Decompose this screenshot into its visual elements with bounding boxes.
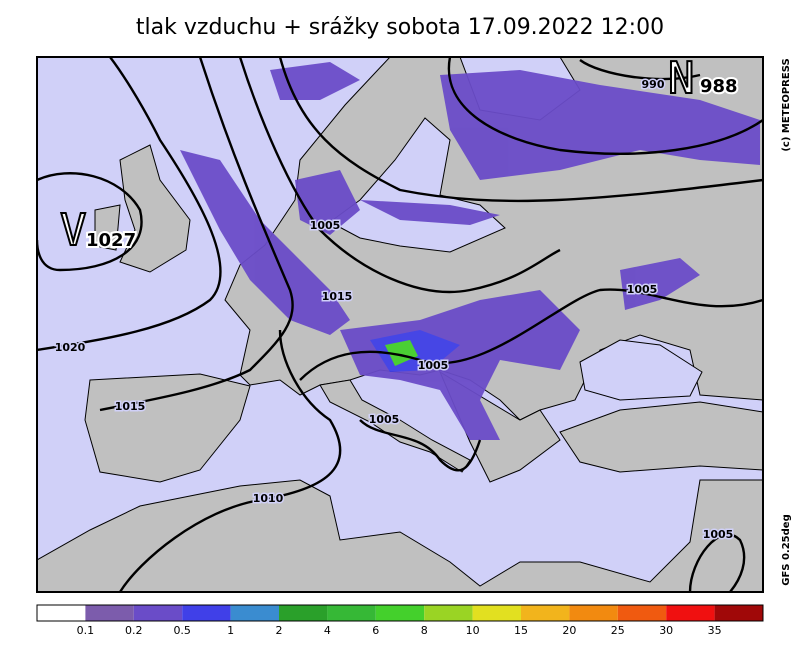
credit: (c) METEOPRESS — [781, 58, 792, 151]
isobar-label: 1015 — [322, 290, 353, 303]
isobar — [299, 288, 763, 381]
isobar-label: 1015 — [115, 400, 146, 413]
colorbar-swatch — [133, 605, 183, 621]
high-value: 1027 — [86, 230, 136, 251]
high-letter: V — [60, 205, 87, 256]
colorbar-label: 15 — [514, 624, 528, 637]
isobar — [359, 419, 482, 472]
precip-area — [620, 258, 700, 310]
isobar — [118, 329, 342, 592]
isobar — [99, 57, 294, 412]
isobar-label: 1020 — [55, 341, 86, 354]
colorbar-label: 30 — [659, 624, 673, 637]
colorbar-swatch — [569, 605, 618, 621]
low-letter: N — [668, 53, 695, 104]
colorbar-swatch — [472, 605, 521, 621]
colorbar-label: 0.5 — [173, 624, 191, 637]
colorbar-swatch — [666, 605, 715, 621]
black-sea — [579, 339, 703, 401]
isobar-label: 1005 — [703, 528, 734, 541]
colorbar-label: 1 — [227, 624, 234, 637]
colorbar-swatch — [521, 605, 570, 621]
colorbar-label: 8 — [421, 624, 428, 637]
colorbar-label: 4 — [324, 624, 331, 637]
colorbar-label: 0.1 — [77, 624, 95, 637]
colorbar-frame — [36, 604, 764, 622]
isobar — [447, 57, 763, 155]
colorbar-label: 25 — [611, 624, 625, 637]
precip-area — [340, 290, 580, 440]
map: 990 1005 1015 1020 1015 1005 1005 1005 1… — [36, 52, 764, 593]
isobar-label: 1005 — [627, 283, 658, 296]
colorbar-swatch — [85, 605, 134, 621]
colorbar-swatch — [37, 605, 86, 621]
colorbar-label: 20 — [562, 624, 576, 637]
africa — [37, 479, 763, 592]
colorbar-swatch — [182, 605, 231, 621]
isobar-label: 1005 — [310, 219, 341, 232]
colorbar-label: 0.2 — [125, 624, 143, 637]
precip-area — [440, 70, 760, 180]
isobar — [278, 57, 763, 203]
colorbar-swatch — [714, 605, 763, 621]
isobar-label: 1005 — [418, 359, 449, 372]
colorbar: 0.1 0.2 0.5 1 2 4 6 8 10 15 20 25 30 35 — [36, 604, 764, 637]
isobar — [238, 57, 561, 294]
turkey — [559, 401, 763, 473]
title: tlak vzduchu + srážky sobota 17.09.2022 … — [136, 15, 664, 40]
precip-area — [360, 200, 500, 225]
colorbar-swatch — [279, 605, 328, 621]
isobar — [688, 533, 746, 592]
model-label: GFS 0.25deg — [781, 514, 792, 586]
map-frame — [36, 56, 764, 593]
colorbar-swatch — [327, 605, 376, 621]
colorbar-label: 35 — [708, 624, 722, 637]
isobar-label: 1010 — [253, 492, 284, 505]
colorbar-swatch — [375, 605, 425, 621]
colorbar-swatch — [424, 605, 473, 621]
colorbar-swatch — [230, 605, 279, 621]
isobars — [37, 57, 763, 592]
low-value: 988 — [700, 76, 738, 97]
precip-area — [180, 150, 350, 335]
colorbar-swatch — [617, 605, 667, 621]
isobar — [37, 172, 143, 272]
colorbar-label: 6 — [372, 624, 379, 637]
precip-area — [385, 340, 418, 366]
isobar — [579, 59, 701, 81]
colorbar-label: 2 — [276, 624, 283, 637]
ireland — [94, 204, 121, 251]
isobar-label: 1005 — [369, 413, 400, 426]
colorbar-label: 10 — [466, 624, 480, 637]
isobar — [37, 57, 222, 352]
isobar-label: 990 — [642, 78, 665, 91]
iberia — [84, 373, 251, 483]
